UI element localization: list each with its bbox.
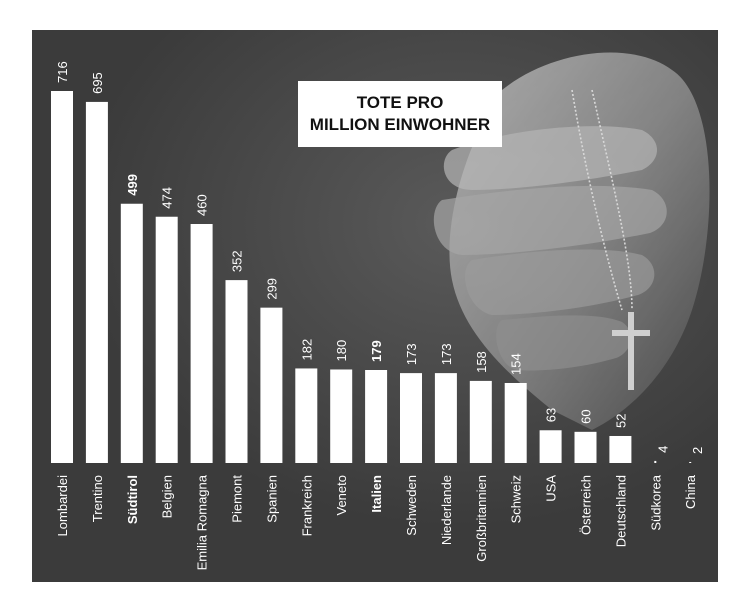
bar-7 [295, 368, 318, 463]
chart-panel: TOTE PRO MILLION EINWOHNER 716 Lombardei 6… [32, 30, 718, 582]
value-label-15: 60 [579, 409, 594, 423]
bar-15 [574, 431, 597, 463]
category-label-9: Italien [369, 475, 384, 513]
value-label-8: 180 [334, 340, 349, 362]
value-label-11: 173 [439, 343, 454, 365]
value-label-3: 474 [160, 187, 175, 209]
bar-6 [260, 307, 283, 463]
category-label-4: Emilia Romagna [195, 474, 210, 570]
category-label-13: Schweiz [509, 475, 524, 523]
value-label-7: 182 [299, 339, 314, 361]
bar-10 [400, 373, 422, 463]
bar-0 [51, 91, 73, 463]
category-label-16: Deutschland [613, 475, 628, 547]
bar-13 [504, 382, 527, 463]
value-label-2: 499 [125, 174, 140, 196]
bar-2 [120, 203, 143, 463]
value-label-0: 716 [55, 61, 70, 83]
bar-11 [434, 373, 457, 463]
value-label-9: 179 [369, 340, 384, 362]
category-label-15: Österreich [579, 475, 594, 535]
value-label-1: 695 [90, 72, 105, 94]
category-label-6: Spanien [264, 475, 279, 523]
category-label-5: Piemont [230, 475, 245, 523]
value-label-14: 63 [544, 408, 559, 422]
chart-title-line-2: MILLION EINWOHNER [309, 115, 491, 134]
category-label-14: USA [544, 475, 559, 502]
value-label-17: 4 [655, 446, 670, 453]
bar-12 [469, 380, 492, 463]
category-label-12: Großbritannien [474, 475, 489, 562]
bar-chart: 716 Lombardei 695 Trentino 499 Südtirol 474 Bel… [51, 61, 705, 570]
bar-16 [609, 435, 632, 463]
value-label-18: 2 [690, 447, 705, 454]
bar-1 [85, 101, 108, 463]
category-label-8: Veneto [334, 475, 349, 516]
bar-17 [654, 460, 657, 463]
category-label-10: Schweden [404, 475, 419, 536]
category-label-1: Trentino [90, 475, 105, 522]
value-label-12: 158 [474, 351, 489, 373]
bar-9 [365, 370, 388, 463]
category-label-7: Frankreich [299, 475, 314, 536]
bar-4 [190, 224, 213, 463]
category-label-0: Lombardei [55, 475, 70, 537]
value-label-10: 173 [404, 343, 419, 365]
bar-5 [225, 280, 248, 463]
category-label-2: Südtirol [125, 475, 140, 524]
bar-18 [689, 461, 692, 463]
value-label-16: 52 [613, 414, 628, 428]
category-label-18: China [683, 474, 698, 509]
value-label-6: 299 [264, 278, 279, 300]
category-label-17: Südkorea [648, 474, 663, 530]
category-label-11: Niederlande [439, 475, 454, 545]
value-label-13: 154 [509, 353, 524, 375]
bar-14 [539, 430, 562, 463]
chart-title: TOTE PRO MILLION EINWOHNER [298, 81, 502, 147]
value-label-4: 460 [195, 194, 210, 216]
bar-3 [155, 216, 178, 463]
category-label-3: Belgien [160, 475, 175, 518]
chart-title-line-1: TOTE PRO [356, 93, 444, 112]
value-label-5: 352 [230, 250, 245, 272]
bar-8 [330, 369, 353, 463]
